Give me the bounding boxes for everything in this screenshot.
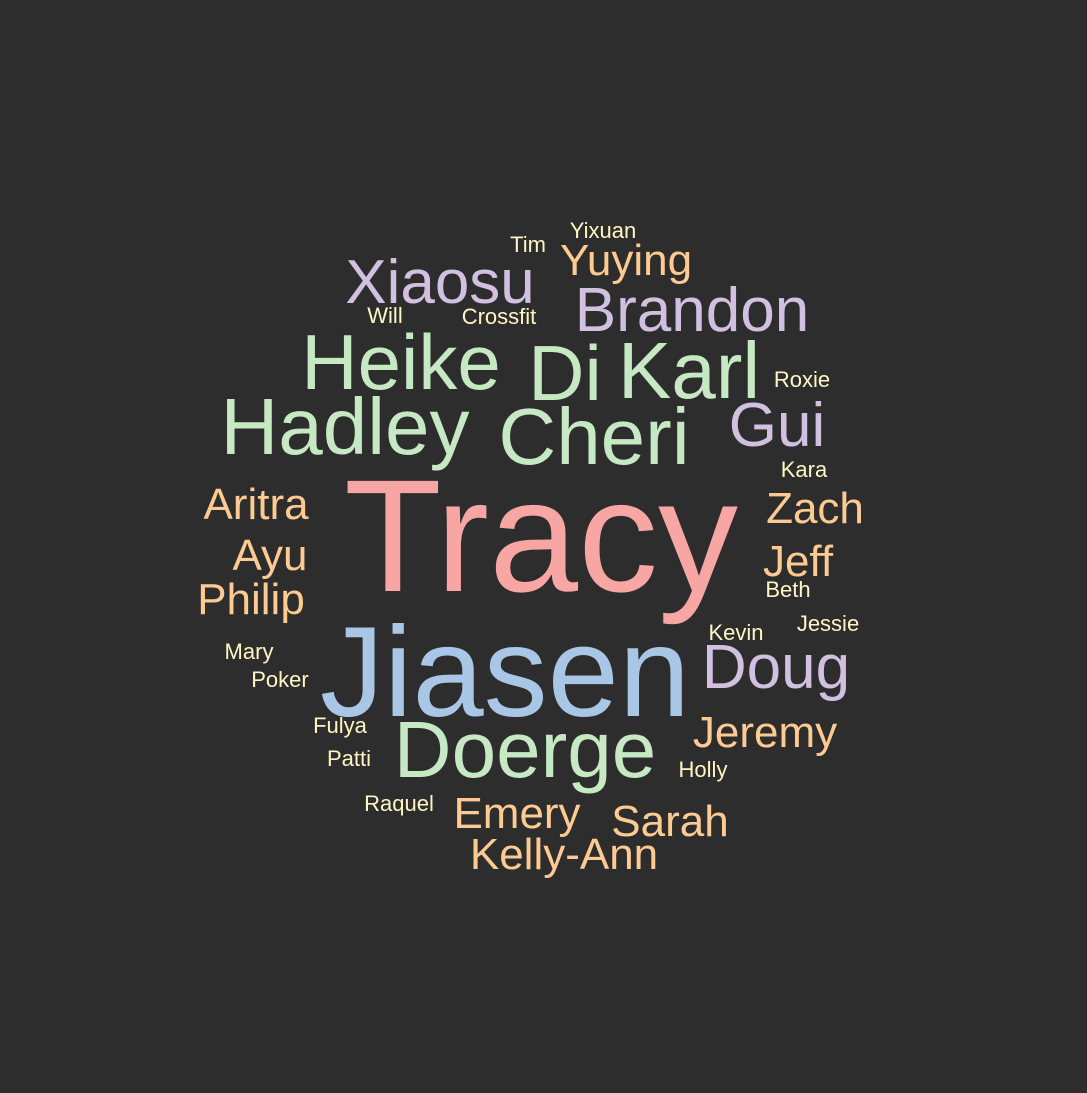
word-jiasen: Jiasen <box>320 601 690 744</box>
word-hadley: Hadley <box>220 382 470 471</box>
word-xiaosu: Xiaosu <box>345 248 535 317</box>
word-raquel: Raquel <box>364 791 434 816</box>
word-di: Di <box>528 329 602 417</box>
word-emery: Emery <box>453 789 581 838</box>
word-heike: Heike <box>301 318 501 406</box>
word-gui: Gui <box>728 391 826 460</box>
word-kara: Kara <box>780 457 828 482</box>
word-yuying: Yuying <box>559 236 693 285</box>
word-zach: Zach <box>766 484 864 533</box>
word-sarah: Sarah <box>611 797 729 846</box>
word-yixuan: Yixuan <box>569 218 637 243</box>
word-kevin: Kevin <box>708 620 764 645</box>
word-roxie: Roxie <box>773 367 831 392</box>
word-crossfit: Crossfit <box>461 304 537 329</box>
word-aritra: Aritra <box>203 480 309 529</box>
word-mary: Mary <box>224 639 274 664</box>
word-doerge: Doerge <box>393 705 657 794</box>
word-philip: Philip <box>197 575 305 624</box>
word-cheri: Cheri <box>498 392 690 481</box>
word-tracy: Tracy <box>343 446 739 625</box>
word-jeff: Jeff <box>762 537 834 586</box>
word-holly: Holly <box>678 757 728 782</box>
word-tim: Tim <box>510 232 546 257</box>
word-kelly-ann: Kelly-Ann <box>469 830 659 879</box>
word-karl: Karl <box>617 326 761 415</box>
word-patti: Patti <box>326 746 372 771</box>
word-poker: Poker <box>251 667 309 692</box>
word-jeremy: Jeremy <box>692 708 838 757</box>
word-doug: Doug <box>701 633 851 702</box>
word-brandon: Brandon <box>574 276 810 345</box>
word-beth: Beth <box>765 577 811 602</box>
word-will: Will <box>367 303 403 328</box>
word-fulya: Fulya <box>313 713 367 738</box>
word-ayu: Ayu <box>232 531 308 580</box>
word-jessie: Jessie <box>796 611 860 636</box>
